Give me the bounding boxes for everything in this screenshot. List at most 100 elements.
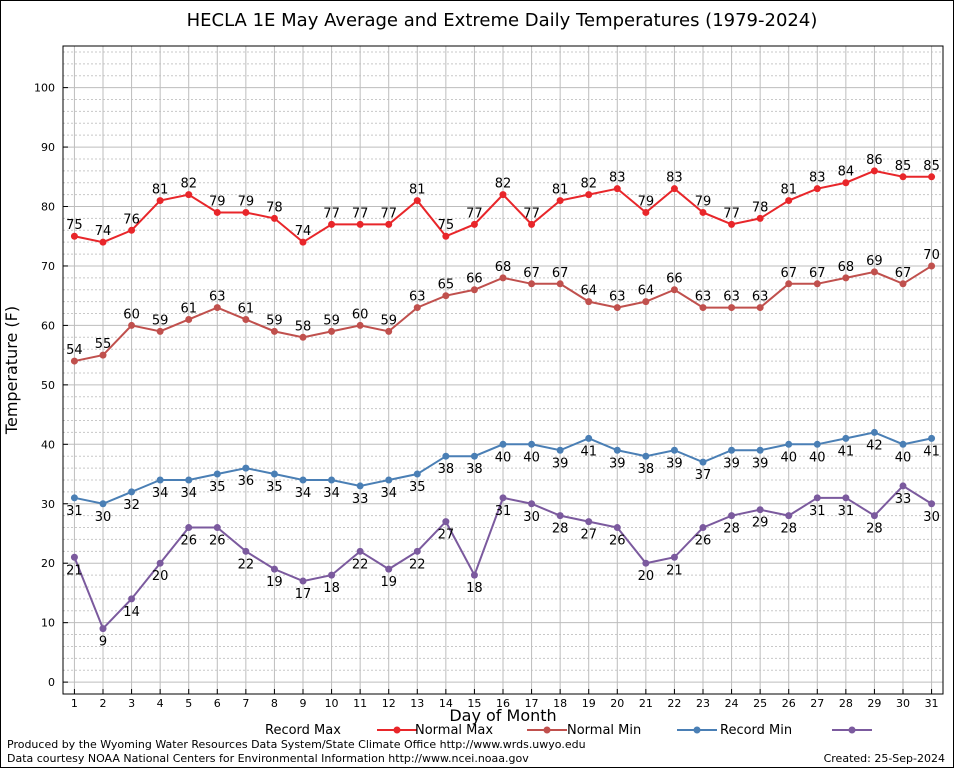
data-label: 69 <box>866 254 883 269</box>
data-point <box>213 470 221 478</box>
data-label: 22 <box>352 557 369 572</box>
x-tick-label: 4 <box>157 697 164 710</box>
data-label: 84 <box>838 165 855 180</box>
data-point <box>899 482 907 490</box>
data-label: 9 <box>99 635 107 650</box>
data-label: 36 <box>238 474 255 489</box>
x-tick-label: 5 <box>185 697 192 710</box>
data-label: 61 <box>180 301 197 316</box>
data-point <box>813 280 821 288</box>
data-label: 74 <box>295 224 312 239</box>
data-point <box>413 547 421 555</box>
data-point <box>699 208 707 216</box>
data-label: 27 <box>438 528 455 543</box>
data-label: 65 <box>438 278 455 293</box>
data-point <box>385 327 393 335</box>
x-tick-label: 24 <box>725 697 739 710</box>
data-point <box>299 476 307 484</box>
data-label: 77 <box>352 206 369 221</box>
data-label: 17 <box>295 587 312 602</box>
data-label: 85 <box>895 159 912 174</box>
data-label: 60 <box>123 307 140 322</box>
x-tick-label: 16 <box>496 697 510 710</box>
data-label: 82 <box>495 177 512 192</box>
data-point <box>185 191 193 199</box>
data-point <box>842 274 850 282</box>
x-tick-label: 12 <box>382 697 396 710</box>
data-label: 59 <box>152 313 169 328</box>
data-point <box>870 428 878 436</box>
data-label: 68 <box>495 260 512 275</box>
data-point <box>528 440 536 448</box>
data-point <box>813 185 821 193</box>
x-tick-label: 21 <box>639 697 653 710</box>
data-point <box>99 351 107 359</box>
data-label: 39 <box>752 456 769 471</box>
data-label: 64 <box>580 284 597 299</box>
footer-created: Created: 25-Sep-2024 <box>824 752 945 765</box>
data-point <box>70 232 78 240</box>
data-label: 85 <box>923 159 940 174</box>
data-point <box>756 214 764 222</box>
data-point <box>470 571 478 579</box>
data-point <box>385 565 393 573</box>
data-point <box>413 470 421 478</box>
data-label: 78 <box>266 200 283 215</box>
data-label: 20 <box>638 569 655 584</box>
data-point <box>556 197 564 205</box>
x-tick-label: 27 <box>810 697 824 710</box>
data-point <box>470 220 478 228</box>
data-point <box>756 446 764 454</box>
data-label: 63 <box>723 290 740 305</box>
data-label: 67 <box>809 266 826 281</box>
data-point <box>213 208 221 216</box>
data-label: 34 <box>180 486 197 501</box>
legend-label: Normal Max <box>415 723 493 738</box>
data-label: 74 <box>95 224 112 239</box>
data-point <box>556 512 564 520</box>
data-point <box>442 232 450 240</box>
series-record-max: 75 74 76 81 82 79 79 78 74 77 77 77 81 75 77 82 77 81 82 83… <box>66 153 940 246</box>
data-point <box>785 280 793 288</box>
x-tick-label: 3 <box>128 697 135 710</box>
data-point <box>928 434 936 442</box>
data-point <box>499 494 507 502</box>
data-label: 63 <box>752 290 769 305</box>
data-label: 26 <box>180 534 197 549</box>
data-label: 30 <box>95 510 112 525</box>
data-label: 38 <box>638 462 655 477</box>
data-point <box>528 280 536 288</box>
data-point <box>242 208 250 216</box>
y-tick-label: 70 <box>41 260 55 273</box>
data-label: 28 <box>723 522 740 537</box>
data-label: 30 <box>523 510 540 525</box>
y-tick-label: 10 <box>41 617 55 630</box>
legend-item: Record Min <box>720 723 872 738</box>
data-label: 76 <box>123 212 140 227</box>
data-point <box>642 208 650 216</box>
data-label: 59 <box>266 313 283 328</box>
data-point <box>585 518 593 526</box>
y-tick-label: 80 <box>41 201 55 214</box>
data-point <box>585 434 593 442</box>
data-point <box>499 274 507 282</box>
legend: Record Max Normal Max Normal Min Record Min <box>265 723 872 738</box>
data-point <box>385 476 393 484</box>
data-label: 58 <box>295 319 312 334</box>
data-point <box>128 321 136 329</box>
data-point <box>413 304 421 312</box>
data-point <box>642 452 650 460</box>
data-label: 35 <box>409 480 426 495</box>
data-label: 27 <box>580 528 597 543</box>
data-label: 42 <box>866 438 883 453</box>
data-label: 61 <box>238 301 255 316</box>
data-point <box>270 327 278 335</box>
data-label: 77 <box>723 206 740 221</box>
data-label: 79 <box>695 194 712 209</box>
data-label: 70 <box>923 248 940 263</box>
data-label: 81 <box>152 183 169 198</box>
data-label: 79 <box>238 194 255 209</box>
data-label: 63 <box>209 290 226 305</box>
x-tick-label: 6 <box>214 697 221 710</box>
